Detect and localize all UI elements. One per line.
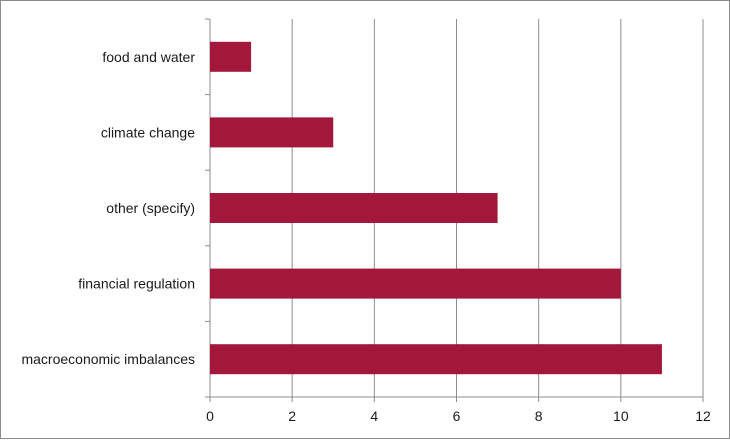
bar-climate-change bbox=[210, 117, 334, 148]
bars bbox=[210, 41, 662, 375]
category-label: climate change bbox=[101, 124, 195, 140]
category-label: financial regulation bbox=[78, 276, 195, 292]
x-tick-label: 2 bbox=[288, 408, 296, 424]
x-tick-label: 10 bbox=[613, 408, 629, 424]
category-label: food and water bbox=[102, 49, 195, 65]
x-tick-label: 12 bbox=[695, 408, 711, 424]
x-tick-label: 4 bbox=[370, 408, 378, 424]
x-tick-label: 0 bbox=[206, 408, 214, 424]
category-label: other (specify) bbox=[106, 200, 195, 216]
bar-food-and-water bbox=[210, 41, 252, 72]
bar-other-specify- bbox=[210, 193, 498, 223]
bar-macroeconomic-imbalances bbox=[210, 344, 662, 375]
x-tick-label: 8 bbox=[535, 408, 543, 424]
labels: 0 2 4 6 8 10 12 food and water climate change oth… bbox=[21, 49, 711, 424]
category-label: macroeconomic imbalances bbox=[21, 351, 195, 367]
x-tick-label: 6 bbox=[453, 408, 461, 424]
bar-financial-regulation bbox=[210, 268, 621, 299]
